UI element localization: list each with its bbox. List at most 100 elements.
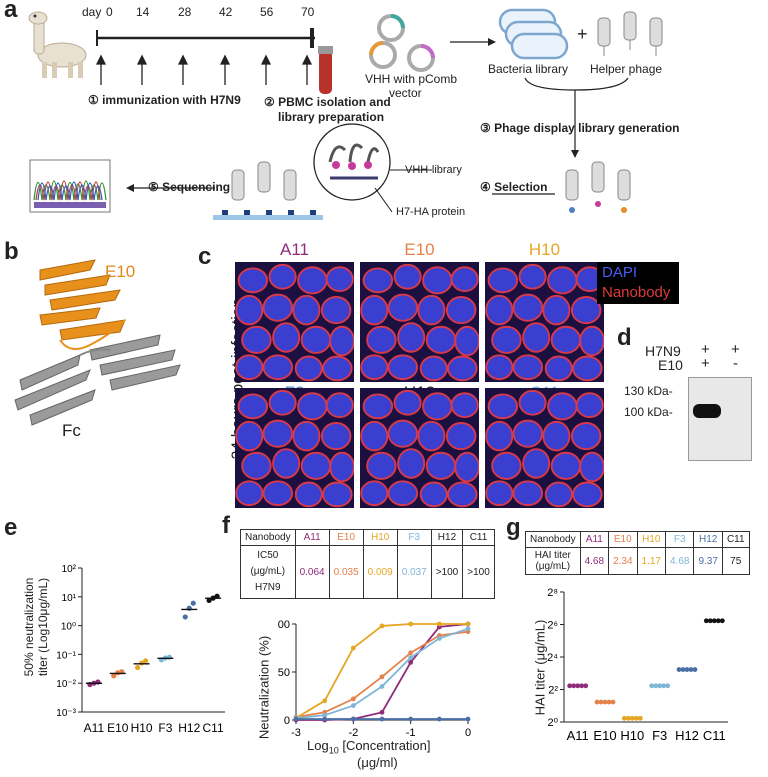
step1-label: ① immunization with H7N9 — [88, 93, 241, 107]
panel-d-label: d — [617, 324, 632, 351]
f-point — [436, 636, 442, 641]
f-header-h12: H12 — [430, 529, 464, 546]
f-point — [379, 684, 385, 689]
g-val-h12: 9.37 — [693, 547, 723, 575]
g-xtick-label: E10 — [593, 728, 616, 743]
f-ylabel: Neutralization (%) — [256, 635, 272, 740]
panel-a-graphic — [28, 8, 663, 220]
g-point — [567, 683, 573, 689]
f-series-line — [296, 623, 469, 721]
western-blot — [688, 377, 752, 461]
e-point — [182, 614, 188, 620]
f-h7n9: H7N9 — [255, 582, 281, 593]
g-header-h12: H12 — [693, 531, 723, 548]
micrograph-c11 — [485, 388, 604, 508]
panel-g-label: g — [506, 514, 521, 541]
e-xtick-label: E10 — [107, 721, 129, 735]
g-xtick-label: H12 — [675, 728, 699, 743]
d-r2-lane2: - — [733, 355, 738, 372]
label-a11: A11 — [280, 240, 309, 259]
step5-label: ⑤ Sequencing — [148, 180, 231, 194]
e-point — [142, 658, 149, 664]
g-val-h10: 1.17 — [636, 547, 667, 575]
g-point — [657, 683, 663, 689]
plus-sign: + — [577, 24, 588, 44]
g-ytick-label: 2² — [548, 685, 558, 697]
g-xtick-label: A11 — [567, 728, 589, 743]
g-point — [665, 683, 671, 689]
f-ytick-label: 100 — [278, 619, 290, 631]
f-point — [408, 716, 414, 722]
g-point — [602, 699, 608, 705]
panel-c-label: c — [198, 243, 212, 270]
g-point — [633, 715, 639, 721]
e-point — [214, 593, 220, 599]
g-ytick-label: 2⁰ — [547, 717, 558, 729]
f-val-h10: 0.009 — [362, 545, 398, 599]
e-ylabel-2: titer (Log10μg/mL) — [36, 577, 50, 677]
f-series-line — [295, 627, 469, 719]
e-xtick-label: C11 — [203, 721, 224, 735]
e-ytick-label: 10⁻¹ — [56, 650, 76, 661]
g-row-label: HAI titer (μg/mL) — [525, 547, 581, 575]
g-header-h10: H10 — [636, 531, 667, 548]
d-row-e10: E10 — [658, 357, 683, 373]
f-point — [379, 709, 385, 715]
panel-f-label: f — [222, 512, 230, 539]
g-point — [610, 699, 616, 705]
e-ytick-label: 10⁻³ — [56, 708, 76, 719]
g-point — [606, 699, 612, 705]
day-70: 70 — [301, 5, 315, 19]
f-ic50: IC50 — [257, 550, 279, 561]
kda-100: 100 kDa- — [624, 405, 673, 419]
g-point — [629, 715, 635, 721]
day-14: 14 — [136, 5, 150, 19]
legend-dapi: DAPI — [602, 264, 638, 281]
f-header-e10: E10 — [328, 529, 364, 546]
d-row-h7n9: H7N9 — [645, 343, 681, 359]
f-point — [408, 655, 414, 660]
e-ytick-label: 10² — [62, 564, 77, 575]
f-point — [379, 716, 385, 722]
f-point — [465, 626, 471, 632]
h7-protein-label: H7-HA protein — [396, 206, 466, 218]
step2-line1: ② PBMC isolation and — [264, 95, 391, 109]
step4-label: ④ Selection — [480, 180, 548, 194]
llama-icon — [28, 11, 87, 78]
f-point — [350, 716, 356, 722]
g-val-c11: 75 — [721, 547, 750, 575]
g-point — [625, 715, 631, 721]
g-point — [594, 699, 600, 705]
day-42: 42 — [219, 5, 233, 19]
g-point — [579, 683, 585, 689]
f-point — [350, 696, 356, 702]
chart-f: 100500-3-2-10 — [278, 619, 471, 738]
protein-structure — [14, 259, 181, 426]
f-xlabel-1: Log10 [Concentration] — [307, 738, 431, 756]
e-point — [190, 600, 196, 606]
f-val-h12: >100 — [430, 545, 464, 599]
f-point — [379, 674, 385, 680]
f-point — [293, 716, 299, 722]
day-0: 0 — [106, 5, 113, 19]
kda-130: 130 kDa- — [624, 384, 673, 398]
day-28: 28 — [178, 5, 192, 19]
g-val-f3: 4.68 — [664, 547, 695, 575]
f-point — [408, 621, 414, 627]
label-h10: H10 — [528, 240, 561, 259]
g-point — [653, 683, 659, 689]
g-xtick-label: C11 — [703, 728, 726, 743]
f-point — [408, 650, 414, 656]
e-xtick-label: H12 — [178, 721, 200, 735]
f-point — [322, 716, 328, 722]
e-ytick-label: 10⁻² — [56, 679, 76, 690]
g-point — [711, 618, 717, 624]
e-point — [206, 597, 212, 603]
g-point — [692, 667, 698, 672]
f-header-f3: F3 — [396, 529, 432, 546]
day-label: day — [82, 5, 102, 19]
g-header-nanobody: Nanobody — [525, 531, 581, 548]
micrograph-h12 — [360, 388, 479, 508]
f-header-a11: A11 — [294, 529, 330, 546]
legend-box — [597, 262, 679, 304]
